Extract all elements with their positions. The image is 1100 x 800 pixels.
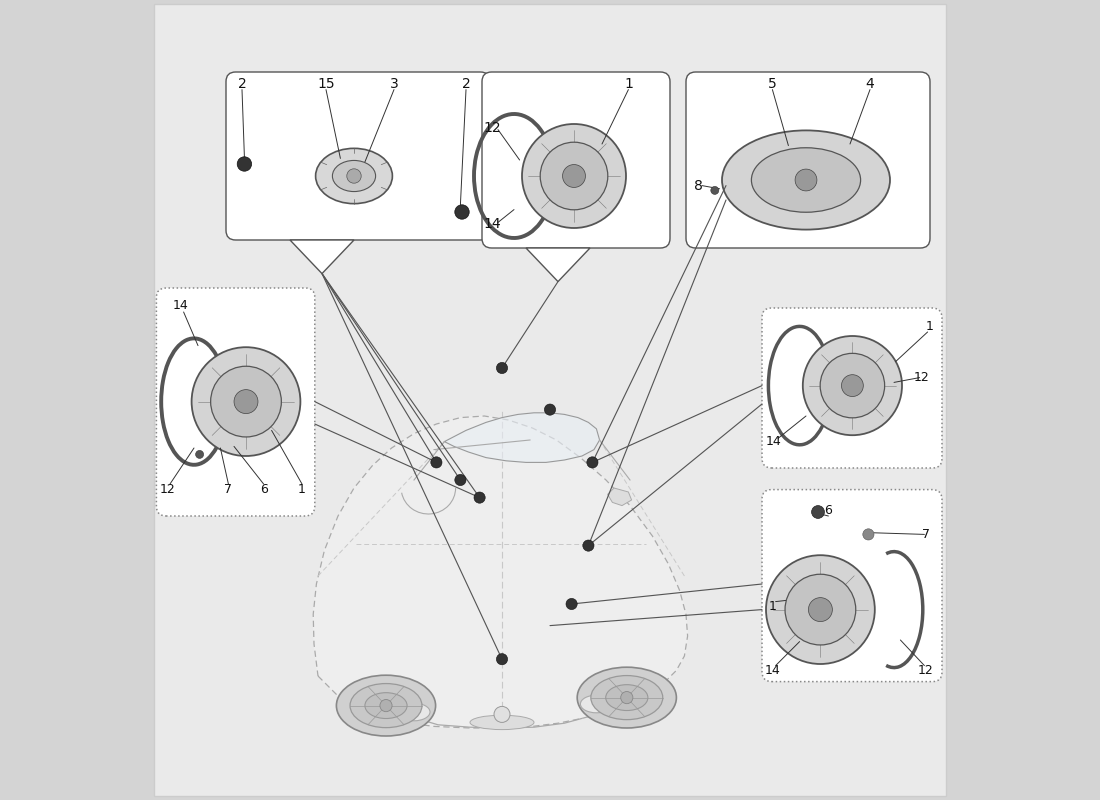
FancyBboxPatch shape <box>762 308 942 468</box>
Text: 12: 12 <box>918 664 934 677</box>
Circle shape <box>238 157 252 171</box>
Polygon shape <box>444 413 600 462</box>
Ellipse shape <box>210 366 282 437</box>
Circle shape <box>234 390 258 414</box>
Circle shape <box>586 457 598 468</box>
Text: 12: 12 <box>160 483 176 496</box>
Ellipse shape <box>766 555 874 664</box>
FancyBboxPatch shape <box>686 72 930 248</box>
Text: 6: 6 <box>825 504 833 517</box>
Text: 1: 1 <box>769 600 777 613</box>
Text: 5: 5 <box>768 77 777 91</box>
Ellipse shape <box>591 675 663 720</box>
Ellipse shape <box>540 142 608 210</box>
Ellipse shape <box>191 347 300 456</box>
Circle shape <box>812 506 824 518</box>
Ellipse shape <box>581 695 613 713</box>
Ellipse shape <box>398 703 430 721</box>
Ellipse shape <box>522 124 626 228</box>
Polygon shape <box>314 416 688 728</box>
Polygon shape <box>607 488 631 506</box>
Ellipse shape <box>350 683 422 728</box>
Circle shape <box>454 205 470 219</box>
Circle shape <box>842 374 864 397</box>
Circle shape <box>562 165 585 187</box>
Circle shape <box>583 540 594 551</box>
Text: 6: 6 <box>260 483 267 496</box>
Text: 14: 14 <box>173 299 188 312</box>
Ellipse shape <box>751 148 860 212</box>
Circle shape <box>196 450 204 458</box>
Text: 4: 4 <box>866 77 874 91</box>
Circle shape <box>454 474 466 486</box>
Text: 3: 3 <box>389 77 398 91</box>
Ellipse shape <box>785 574 856 645</box>
Circle shape <box>795 169 817 191</box>
Circle shape <box>862 529 874 540</box>
Text: 1: 1 <box>298 483 306 496</box>
Text: 1: 1 <box>624 77 632 91</box>
Circle shape <box>496 362 507 374</box>
Circle shape <box>494 706 510 722</box>
Circle shape <box>544 404 556 415</box>
Circle shape <box>346 169 361 183</box>
Circle shape <box>808 598 833 622</box>
Text: 2: 2 <box>462 77 471 91</box>
FancyBboxPatch shape <box>156 288 315 516</box>
Ellipse shape <box>606 685 648 710</box>
Ellipse shape <box>722 130 890 230</box>
Circle shape <box>711 186 718 194</box>
Ellipse shape <box>316 148 393 204</box>
Ellipse shape <box>332 161 375 191</box>
Polygon shape <box>290 240 354 274</box>
Text: 12: 12 <box>914 371 929 384</box>
Circle shape <box>431 457 442 468</box>
Polygon shape <box>526 248 590 282</box>
Circle shape <box>474 492 485 503</box>
Circle shape <box>566 598 578 610</box>
FancyBboxPatch shape <box>482 72 670 248</box>
Text: 14: 14 <box>484 217 502 231</box>
Ellipse shape <box>821 354 884 418</box>
FancyBboxPatch shape <box>226 72 490 240</box>
Text: 1: 1 <box>926 320 934 333</box>
Ellipse shape <box>578 667 676 728</box>
Text: 7: 7 <box>224 483 232 496</box>
Circle shape <box>496 654 507 665</box>
Circle shape <box>379 699 392 712</box>
Text: 7: 7 <box>922 528 930 541</box>
Text: 15: 15 <box>317 77 334 91</box>
Text: 2: 2 <box>238 77 246 91</box>
Text: 12: 12 <box>484 121 502 135</box>
Ellipse shape <box>803 336 902 435</box>
Ellipse shape <box>470 715 534 730</box>
Ellipse shape <box>337 675 436 736</box>
Circle shape <box>620 691 632 704</box>
Text: 8: 8 <box>694 178 703 193</box>
FancyBboxPatch shape <box>762 490 942 682</box>
Text: 14: 14 <box>766 435 782 448</box>
Ellipse shape <box>365 693 407 718</box>
Text: 14: 14 <box>764 664 780 677</box>
